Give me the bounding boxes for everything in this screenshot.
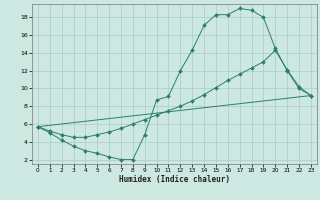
X-axis label: Humidex (Indice chaleur): Humidex (Indice chaleur) [119,175,230,184]
